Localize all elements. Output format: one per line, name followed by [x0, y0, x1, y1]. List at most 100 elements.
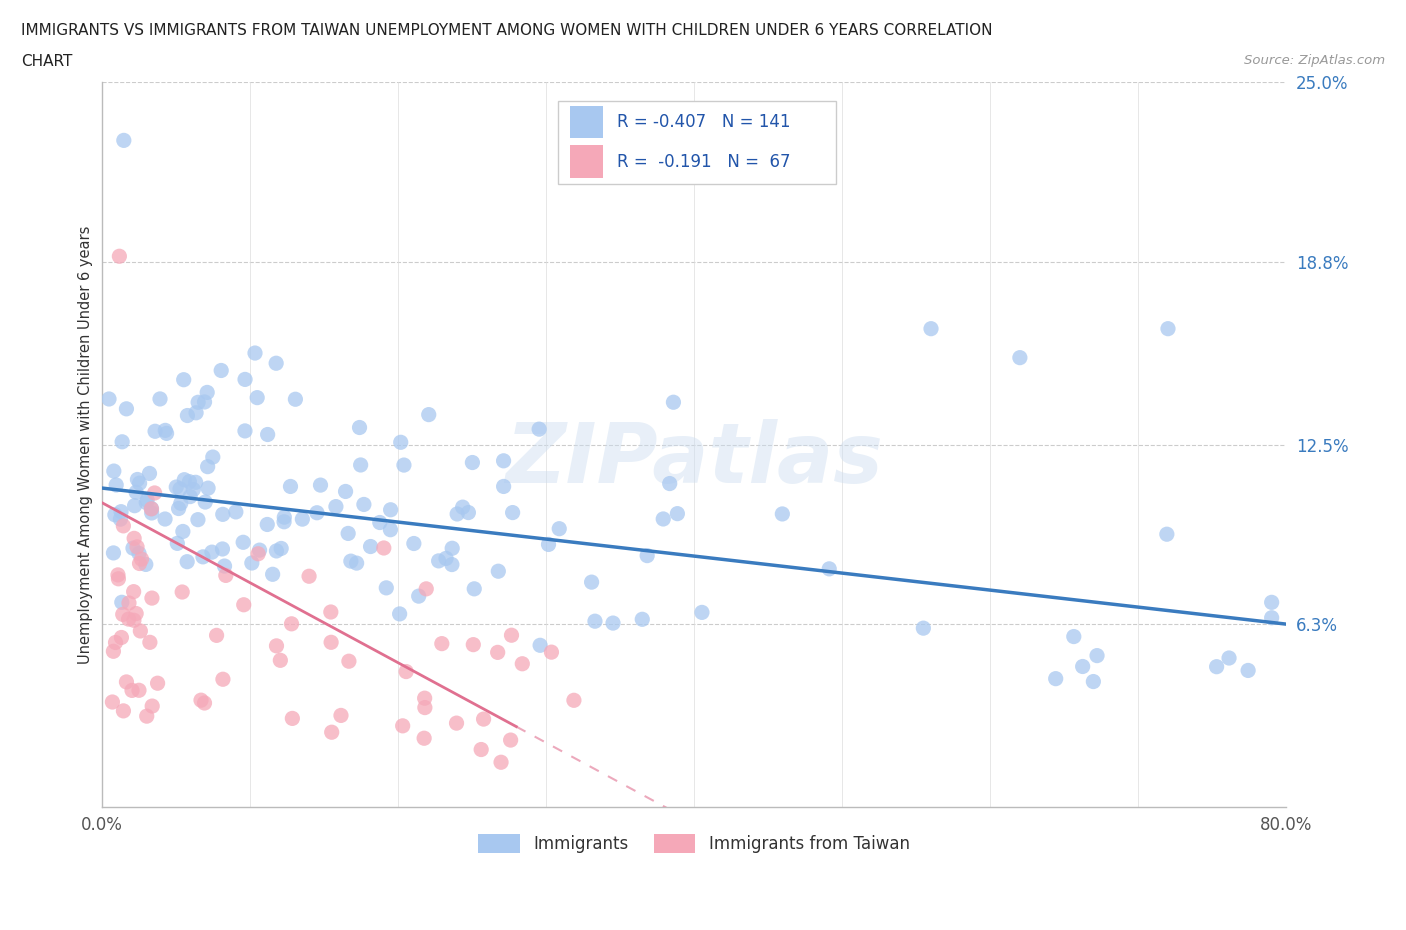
Point [201, 545, 224, 560]
Point [111, 434, 134, 449]
Point [266, 638, 288, 653]
Point [527, 421, 550, 436]
Point [197, 459, 219, 474]
Point [108, 249, 131, 264]
Point [124, 498, 146, 513]
Point [350, 458, 373, 472]
Point [110, 512, 132, 526]
Point [434, 551, 457, 565]
Point [380, 502, 402, 517]
Point [167, 501, 190, 516]
Point [104, 635, 127, 650]
Point [135, 709, 157, 724]
Text: CHART: CHART [21, 54, 73, 69]
Point [321, 635, 343, 650]
Point [190, 693, 212, 708]
Point [340, 553, 363, 568]
Point [184, 475, 207, 490]
Point [281, 711, 304, 725]
Point [337, 654, 360, 669]
Point [128, 683, 150, 698]
Point [486, 644, 509, 659]
Point [540, 644, 562, 659]
Point [1045, 671, 1067, 686]
Point [415, 581, 437, 596]
Point [110, 630, 132, 644]
Point [169, 482, 191, 497]
Point [280, 479, 302, 494]
Point [149, 392, 172, 406]
Point [233, 372, 256, 387]
Point [128, 546, 150, 561]
Point [103, 546, 125, 561]
Point [1157, 321, 1180, 336]
Point [360, 539, 382, 554]
Point [194, 495, 217, 510]
Point [122, 613, 145, 628]
Point [111, 607, 134, 622]
Point [187, 395, 209, 410]
Point [430, 636, 453, 651]
Point [666, 506, 689, 521]
Point [309, 478, 332, 493]
FancyBboxPatch shape [558, 100, 837, 184]
Point [266, 543, 288, 558]
Point [122, 584, 145, 599]
Point [451, 499, 474, 514]
Point [193, 696, 215, 711]
Point [510, 657, 533, 671]
Text: R = -0.407   N = 141: R = -0.407 N = 141 [617, 113, 790, 131]
Point [256, 517, 278, 532]
Point [118, 595, 141, 610]
Text: Source: ZipAtlas.com: Source: ZipAtlas.com [1244, 54, 1385, 67]
Point [461, 455, 484, 470]
Point [129, 623, 152, 638]
Point [197, 481, 219, 496]
Point [529, 638, 551, 653]
Point [121, 683, 143, 698]
Point [240, 555, 263, 570]
Point [215, 568, 238, 583]
Point [141, 698, 163, 713]
Point [225, 504, 247, 519]
Text: R =  -0.191   N =  67: R = -0.191 N = 67 [617, 153, 790, 171]
Point [184, 405, 207, 420]
Point [1071, 659, 1094, 674]
Point [457, 505, 479, 520]
Point [195, 385, 218, 400]
Point [246, 391, 269, 405]
Point [155, 423, 177, 438]
Point [128, 476, 150, 491]
Point [131, 551, 153, 566]
Point [818, 562, 841, 577]
Point [1260, 595, 1282, 610]
Point [463, 637, 485, 652]
FancyBboxPatch shape [569, 106, 603, 139]
Point [319, 604, 342, 619]
Point [1063, 629, 1085, 644]
Point [98, 392, 121, 406]
Point [602, 616, 624, 631]
Point [110, 504, 132, 519]
Point [502, 505, 524, 520]
Point [176, 408, 198, 423]
Point [489, 755, 512, 770]
Point [912, 620, 935, 635]
Point [368, 515, 391, 530]
Point [353, 497, 375, 512]
Point [499, 733, 522, 748]
Point [135, 557, 157, 572]
Point [181, 482, 204, 497]
Point [636, 548, 658, 563]
Point [413, 731, 436, 746]
Point [408, 589, 430, 604]
Point [305, 505, 328, 520]
Point [187, 512, 209, 527]
Point [249, 543, 271, 558]
Point [232, 535, 254, 550]
Point [214, 559, 236, 574]
Point [193, 394, 215, 409]
Point [201, 449, 224, 464]
Point [391, 718, 413, 733]
Point [418, 407, 440, 422]
